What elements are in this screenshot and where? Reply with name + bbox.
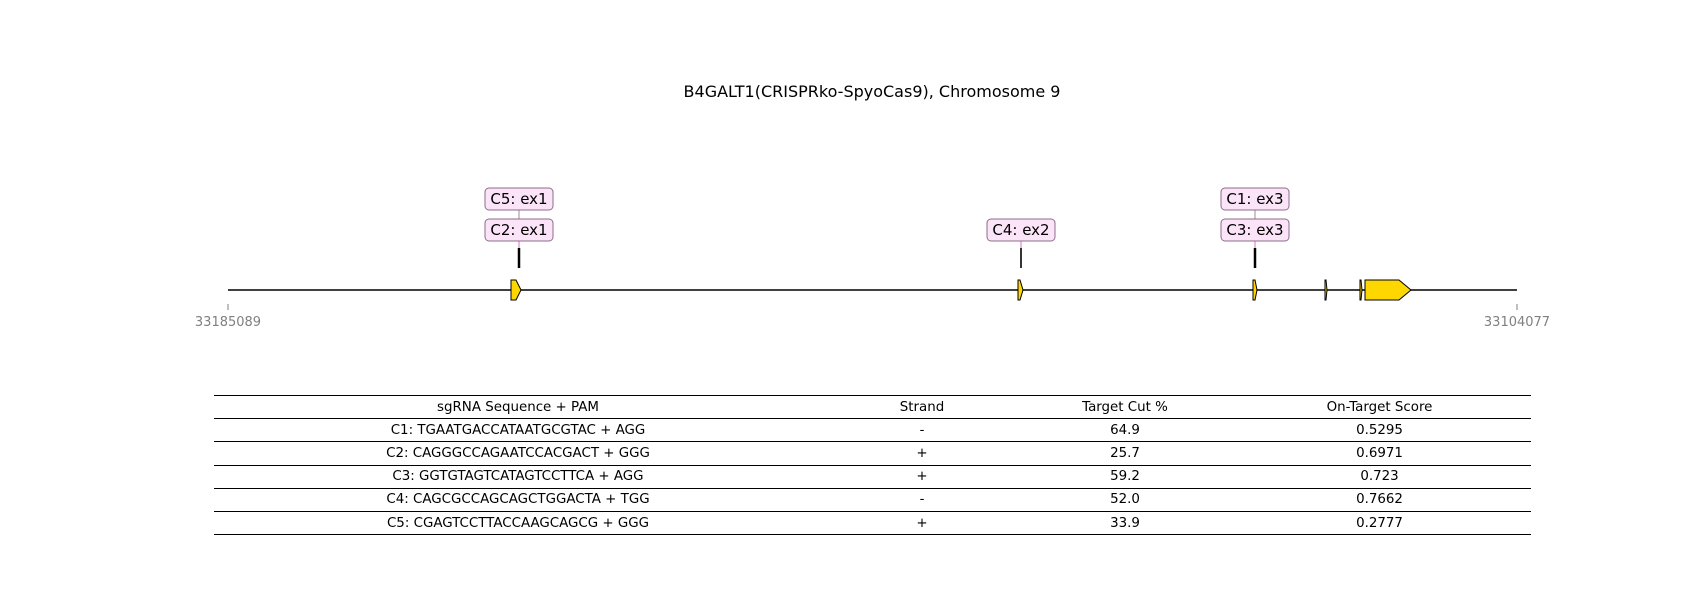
cell-target-cut: 64.9 bbox=[1022, 418, 1228, 442]
table-header-row: sgRNA Sequence + PAM Strand Target Cut %… bbox=[214, 394, 1531, 419]
cell-strand: + bbox=[822, 441, 1022, 466]
exon-6 bbox=[1364, 279, 1412, 301]
svg-text:C3: ex3: C3: ex3 bbox=[1226, 221, 1283, 239]
svg-text:C2: ex1: C2: ex1 bbox=[490, 221, 547, 239]
cell-target-cut: 52.0 bbox=[1022, 487, 1228, 512]
guide-label-c1: C1: ex3 bbox=[1220, 187, 1290, 211]
cell-sequence: C4: CAGCGCCAGCAGCTGGACTA + TGG bbox=[214, 487, 822, 512]
exon-5 bbox=[1359, 279, 1363, 301]
table-row: C4: CAGCGCCAGCAGCTGGACTA + TGG - 52.0 0.… bbox=[214, 487, 1531, 512]
cell-target-cut: 33.9 bbox=[1022, 510, 1228, 536]
cell-on-target-score: 0.7662 bbox=[1228, 487, 1531, 512]
guide-table: sgRNA Sequence + PAM Strand Target Cut %… bbox=[214, 394, 1531, 536]
table-row: C1: TGAATGACCATAATGCGTAC + AGG - 64.9 0.… bbox=[214, 418, 1531, 442]
cell-on-target-score: 0.2777 bbox=[1228, 510, 1531, 536]
cell-on-target-score: 0.6971 bbox=[1228, 441, 1531, 466]
guide-label-c5: C5: ex1 bbox=[484, 187, 554, 211]
guide-label-c2: C2: ex1 bbox=[484, 218, 554, 242]
table-row: C3: GGTGTAGTCATAGTCCTTCA + AGG + 59.2 0.… bbox=[214, 464, 1531, 489]
guide-label-c3: C3: ex3 bbox=[1220, 218, 1290, 242]
exon-1 bbox=[510, 279, 522, 301]
header-strand: Strand bbox=[822, 394, 1022, 419]
cell-target-cut: 59.2 bbox=[1022, 464, 1228, 489]
cell-sequence: C2: CAGGGCCAGAATCCACGACT + GGG bbox=[214, 441, 822, 466]
header-on-target-score: On-Target Score bbox=[1228, 394, 1531, 419]
svg-text:C4: ex2: C4: ex2 bbox=[992, 221, 1049, 239]
exon-2 bbox=[1017, 279, 1024, 301]
cell-strand: + bbox=[822, 464, 1022, 489]
gene-track: 33185089 33104077 bbox=[195, 187, 1550, 330]
figure-title: B4GALT1(CRISPRko-SpyoCas9), Chromosome 9 bbox=[683, 82, 1061, 101]
cell-strand: + bbox=[822, 510, 1022, 536]
header-sequence: sgRNA Sequence + PAM bbox=[214, 394, 822, 419]
cell-on-target-score: 0.723 bbox=[1228, 464, 1531, 489]
axis-left-label: 33185089 bbox=[195, 315, 261, 330]
table-row: C2: CAGGGCCAGAATCCACGACT + GGG + 25.7 0.… bbox=[214, 441, 1531, 466]
axis-right-label: 33104077 bbox=[1484, 315, 1550, 330]
cell-sequence: C5: CGAGTCCTTACCAAGCAGCG + GGG bbox=[214, 510, 822, 536]
cell-on-target-score: 0.5295 bbox=[1228, 418, 1531, 442]
exon-4 bbox=[1324, 279, 1328, 301]
cell-strand: - bbox=[822, 418, 1022, 442]
exon-3 bbox=[1252, 279, 1258, 301]
cell-target-cut: 25.7 bbox=[1022, 441, 1228, 466]
header-target-cut: Target Cut % bbox=[1022, 394, 1228, 419]
svg-text:C1: ex3: C1: ex3 bbox=[1226, 190, 1283, 208]
table-row: C5: CGAGTCCTTACCAAGCAGCG + GGG + 33.9 0.… bbox=[214, 510, 1531, 536]
cell-sequence: C1: TGAATGACCATAATGCGTAC + AGG bbox=[214, 418, 822, 442]
cell-strand: - bbox=[822, 487, 1022, 512]
guide-label-c4: C4: ex2 bbox=[986, 218, 1056, 242]
cell-sequence: C3: GGTGTAGTCATAGTCCTTCA + AGG bbox=[214, 464, 822, 489]
svg-text:C5: ex1: C5: ex1 bbox=[490, 190, 547, 208]
